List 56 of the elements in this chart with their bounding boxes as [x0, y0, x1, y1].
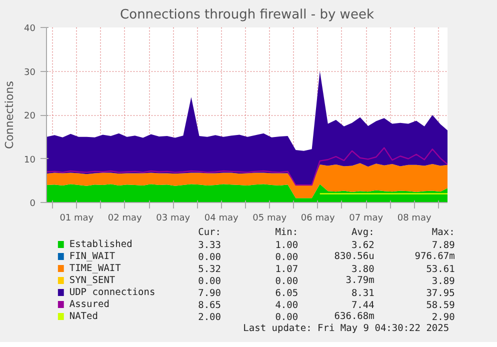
text: 1.07 — [275, 264, 298, 275]
legend-label: FIN_WAIT — [69, 251, 116, 262]
legend-label: NATed — [69, 311, 98, 322]
text: Avg: — [351, 227, 374, 238]
y-axis-title: Connections — [3, 80, 16, 149]
x-tick-label: 07 may — [349, 214, 384, 224]
chart-title: Connections through firewall - by week — [120, 8, 374, 22]
text: 7.44 — [351, 300, 375, 311]
text: Cur: — [198, 227, 222, 238]
text: 2.00 — [198, 312, 222, 323]
legend-label: Assured — [69, 299, 110, 310]
text: Last update: Fri May 9 04:30:22 2025 — [243, 323, 450, 334]
text: 2.90 — [432, 312, 456, 323]
text: 6.05 — [275, 288, 298, 299]
text: 3.79m — [346, 275, 375, 286]
text: 0.00 — [198, 276, 222, 287]
x-tick-label: 06 may — [300, 214, 336, 224]
line-series — [46, 147, 448, 186]
text: 8.31 — [351, 288, 375, 299]
x-tick-label: 01 may — [60, 214, 94, 224]
legend-label: SYN_SENT — [69, 275, 116, 286]
legend-label: TIME_WAIT — [69, 263, 122, 274]
x-tick-label: 05 may — [252, 214, 288, 224]
text: 58.59 — [426, 300, 456, 311]
text: 5.32 — [198, 264, 222, 275]
text: 830.56u — [334, 251, 374, 262]
y-tick-label: 40 — [24, 24, 36, 34]
text: 0.00 — [275, 276, 298, 287]
text: 7.89 — [432, 240, 456, 251]
y-tick-label: 20 — [24, 112, 36, 122]
text: 7.90 — [198, 288, 222, 299]
text: Max: — [432, 227, 455, 238]
text: Min: — [275, 227, 298, 238]
text: 976.67m — [414, 251, 456, 262]
y-tick-label: 10 — [24, 155, 36, 166]
text: 3.62 — [351, 240, 374, 251]
legend-label: Established — [69, 239, 132, 250]
text: 8.65 — [198, 300, 222, 311]
text: 1.00 — [275, 240, 298, 251]
text: 3.80 — [351, 264, 375, 275]
y-tick-label: 0 — [30, 199, 36, 209]
text: 3.33 — [198, 240, 222, 251]
x-tick-label: 03 may — [156, 214, 191, 224]
text: 3.89 — [432, 276, 456, 287]
text: 37.95 — [426, 288, 455, 299]
x-tick-label: 08 may — [397, 214, 432, 224]
x-tick-label: 04 may — [204, 214, 240, 224]
text: 636.68m — [334, 311, 375, 322]
text: 4.00 — [275, 300, 298, 311]
text: 0.00 — [275, 312, 298, 323]
text: 53.61 — [426, 264, 456, 275]
legend-label: UDP connections — [69, 287, 156, 298]
x-tick-label: 02 may — [108, 214, 143, 224]
text: 0.00 — [198, 252, 222, 263]
y-tick-label: 30 — [24, 68, 36, 78]
text: 0.00 — [275, 252, 298, 263]
